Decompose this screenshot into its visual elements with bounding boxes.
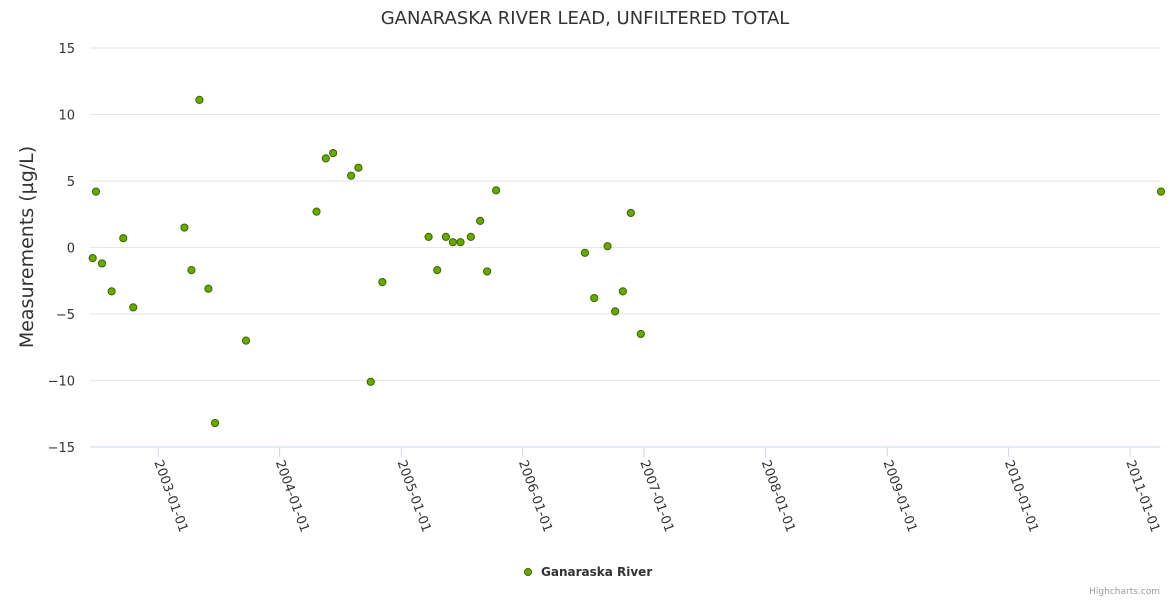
x-tick-label: 2011-01-01 bbox=[1122, 458, 1162, 534]
data-point[interactable] bbox=[204, 284, 213, 293]
gridlines bbox=[90, 47, 1160, 381]
x-tick-label: 2006-01-01 bbox=[515, 458, 555, 534]
data-point[interactable] bbox=[424, 232, 433, 241]
y-tick-label: 0 bbox=[67, 242, 75, 257]
data-point[interactable] bbox=[321, 154, 330, 163]
data-point[interactable] bbox=[366, 377, 375, 386]
x-tick-label: 2005-01-01 bbox=[394, 458, 434, 534]
data-point[interactable] bbox=[210, 418, 220, 428]
x-tick-label: 2004-01-01 bbox=[272, 458, 312, 534]
data-point[interactable] bbox=[346, 171, 356, 180]
data-point[interactable] bbox=[97, 259, 107, 268]
y-tick-label: 10 bbox=[58, 109, 75, 124]
data-point[interactable] bbox=[312, 207, 321, 216]
data-point[interactable] bbox=[626, 208, 635, 218]
legend-item-ganaraska-river[interactable]: Ganaraska River bbox=[541, 565, 652, 579]
y-tick-label: −15 bbox=[48, 441, 75, 456]
data-point[interactable] bbox=[195, 95, 204, 104]
data-point[interactable] bbox=[492, 186, 501, 195]
data-point[interactable] bbox=[107, 287, 116, 296]
data-point[interactable] bbox=[329, 148, 338, 158]
legend[interactable]: Ganaraska River bbox=[524, 565, 653, 579]
y-tick-label: 5 bbox=[67, 175, 75, 190]
y-tick-label: −5 bbox=[56, 308, 75, 323]
data-point[interactable] bbox=[580, 248, 590, 257]
data-point[interactable] bbox=[354, 163, 363, 172]
series-ganaraska-river[interactable] bbox=[88, 95, 1166, 428]
x-tick-label: 2007-01-01 bbox=[636, 458, 676, 534]
data-point[interactable] bbox=[636, 329, 645, 339]
data-point[interactable] bbox=[611, 307, 620, 316]
y-tick-label: −10 bbox=[48, 375, 75, 390]
chart-title: GANARASKA RIVER LEAD, UNFILTERED TOTAL bbox=[381, 8, 790, 29]
data-point[interactable] bbox=[476, 216, 485, 225]
data-point[interactable] bbox=[241, 336, 251, 345]
x-tick-label: 2003-01-01 bbox=[150, 458, 190, 534]
data-point[interactable] bbox=[119, 234, 128, 243]
data-point[interactable] bbox=[187, 266, 196, 275]
data-point[interactable] bbox=[466, 232, 475, 241]
data-point[interactable] bbox=[603, 242, 612, 251]
x-tick-label: 2010-01-01 bbox=[1001, 458, 1041, 534]
data-point[interactable] bbox=[88, 254, 97, 263]
data-point[interactable] bbox=[441, 232, 450, 241]
data-point[interactable] bbox=[180, 223, 189, 232]
legend-marker[interactable] bbox=[524, 568, 532, 576]
x-axis: 2003-01-01 2004-01-01 2005-01-01 2006-01-01… bbox=[150, 447, 1162, 534]
y-axis: 15 10 5 0 −15 −10 −5 bbox=[48, 42, 75, 456]
data-point[interactable] bbox=[456, 238, 465, 247]
data-point[interactable] bbox=[1156, 187, 1166, 196]
y-tick-label: 15 bbox=[58, 42, 75, 57]
data-point[interactable] bbox=[618, 287, 627, 296]
y-axis-label: Measurements (µg/L) bbox=[16, 146, 38, 348]
data-point[interactable] bbox=[448, 238, 457, 247]
data-point[interactable] bbox=[483, 267, 492, 276]
data-point[interactable] bbox=[129, 303, 138, 312]
data-point[interactable] bbox=[378, 277, 387, 287]
credits-link[interactable]: Highcharts.com bbox=[1089, 587, 1160, 597]
data-point[interactable] bbox=[590, 293, 599, 303]
x-tick-label: 2008-01-01 bbox=[758, 458, 798, 534]
x-tick-label: 2009-01-01 bbox=[880, 458, 920, 534]
data-point[interactable] bbox=[433, 266, 442, 275]
data-point[interactable] bbox=[91, 187, 101, 196]
